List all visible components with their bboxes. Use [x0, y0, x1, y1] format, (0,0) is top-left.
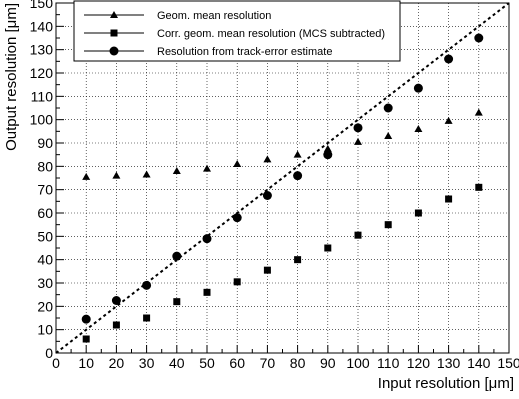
- circle-data-point: [202, 234, 212, 244]
- y-axis-title: Output resolution [μm]: [3, 3, 20, 151]
- y-tick-label: 0: [45, 345, 53, 361]
- y-tick-label: 130: [30, 42, 54, 58]
- x-tick-label: 20: [109, 355, 125, 371]
- x-tick-label: 80: [290, 355, 306, 371]
- data-markers: [81, 33, 484, 343]
- x-tick-label: 30: [139, 355, 155, 371]
- circle-data-point: [323, 150, 333, 160]
- y-tick-label: 110: [31, 88, 54, 104]
- y-tick-label: 140: [30, 18, 54, 34]
- x-tick-label: 50: [199, 355, 215, 371]
- circle-data-point: [262, 191, 272, 200]
- circle-data-point: [172, 251, 182, 261]
- triangle-data-point: [474, 108, 483, 116]
- square-data-point: [82, 335, 90, 343]
- square-data-point: [475, 183, 483, 191]
- y-tick-label: 50: [37, 228, 53, 244]
- square-data-point: [414, 209, 422, 217]
- square-data-point: [354, 231, 362, 239]
- circle-data-point: [444, 54, 454, 64]
- circle-data-point: [142, 280, 152, 290]
- triangle-data-point: [142, 170, 151, 178]
- triangle-data-point: [384, 132, 393, 139]
- x-tick-label: 90: [320, 355, 336, 371]
- x-tick-label: 150: [497, 355, 519, 371]
- square-data-point: [294, 256, 302, 264]
- y-tick-label: 40: [37, 252, 53, 268]
- square-data-point: [233, 278, 241, 286]
- triangle-data-point: [82, 172, 91, 180]
- circle-data-point: [413, 83, 423, 93]
- triangle-data-point: [323, 144, 332, 152]
- square-data-point: [263, 266, 271, 274]
- legend-label: Resolution from track-error estimate: [157, 46, 332, 58]
- triangle-data-point: [233, 160, 242, 167]
- y-tick-label: 20: [37, 298, 53, 314]
- circle-data-point: [81, 314, 91, 324]
- x-tick-label: 40: [169, 355, 185, 371]
- x-tick-label: 120: [407, 355, 431, 371]
- y-tick-label: 100: [30, 112, 54, 128]
- legend: Geom. mean resolution Corr. geom. mean re…: [73, 0, 401, 62]
- legend-circle-marker: [109, 46, 119, 56]
- y-tick-label: 70: [37, 182, 53, 198]
- y-tick-label: 120: [30, 65, 54, 81]
- legend-label: Geom. mean resolution: [157, 10, 271, 22]
- square-data-point: [112, 321, 120, 329]
- triangle-data-point: [293, 150, 302, 158]
- y-tick-label: 90: [37, 135, 53, 151]
- y-tick-label: 60: [37, 205, 53, 221]
- legend-square-marker: [110, 29, 118, 37]
- square-data-point: [173, 298, 181, 306]
- x-tick-label: 100: [346, 355, 370, 371]
- triangle-data-point: [263, 155, 272, 163]
- x-tick-label: 130: [437, 355, 461, 371]
- circle-data-point: [111, 296, 121, 305]
- circle-data-point: [353, 123, 363, 133]
- x-axis-title: Input resolution [μm]: [378, 375, 514, 392]
- square-data-point: [445, 195, 453, 203]
- circle-data-point: [474, 33, 484, 43]
- y-tick-label: 30: [37, 275, 53, 291]
- circle-data-point: [293, 171, 303, 181]
- x-tick-label: 60: [229, 355, 245, 371]
- legend-label: Corr. geom. mean resolution (MCS subtrac…: [157, 28, 385, 40]
- y-tick-label: 80: [37, 158, 53, 174]
- triangle-data-point: [354, 137, 362, 145]
- x-tick-label: 110: [377, 355, 400, 371]
- triangle-data-point: [172, 167, 181, 174]
- circle-data-point: [383, 103, 393, 113]
- triangle-data-point: [112, 171, 121, 179]
- square-data-point: [324, 244, 332, 252]
- legend-triangle-marker: [110, 11, 118, 18]
- x-tick-label: 140: [467, 355, 491, 371]
- x-tick-label: 10: [78, 355, 94, 371]
- square-data-point: [203, 288, 211, 296]
- circle-data-point: [232, 213, 242, 223]
- triangle-data-point: [203, 164, 211, 172]
- x-tick-label: 70: [260, 355, 276, 371]
- axis-ticks: 0 10 20 30 40 50 60 70 80 90 100 110 120 130 140 150 0 10…: [30, 0, 519, 371]
- triangle-data-point: [444, 116, 453, 124]
- square-data-point: [384, 221, 392, 229]
- y-tick-label: 150: [30, 0, 54, 11]
- triangle-data-point: [414, 125, 423, 132]
- x-tick-label: 0: [52, 355, 60, 371]
- y-tick-label: 10: [37, 322, 53, 338]
- square-data-point: [143, 314, 151, 322]
